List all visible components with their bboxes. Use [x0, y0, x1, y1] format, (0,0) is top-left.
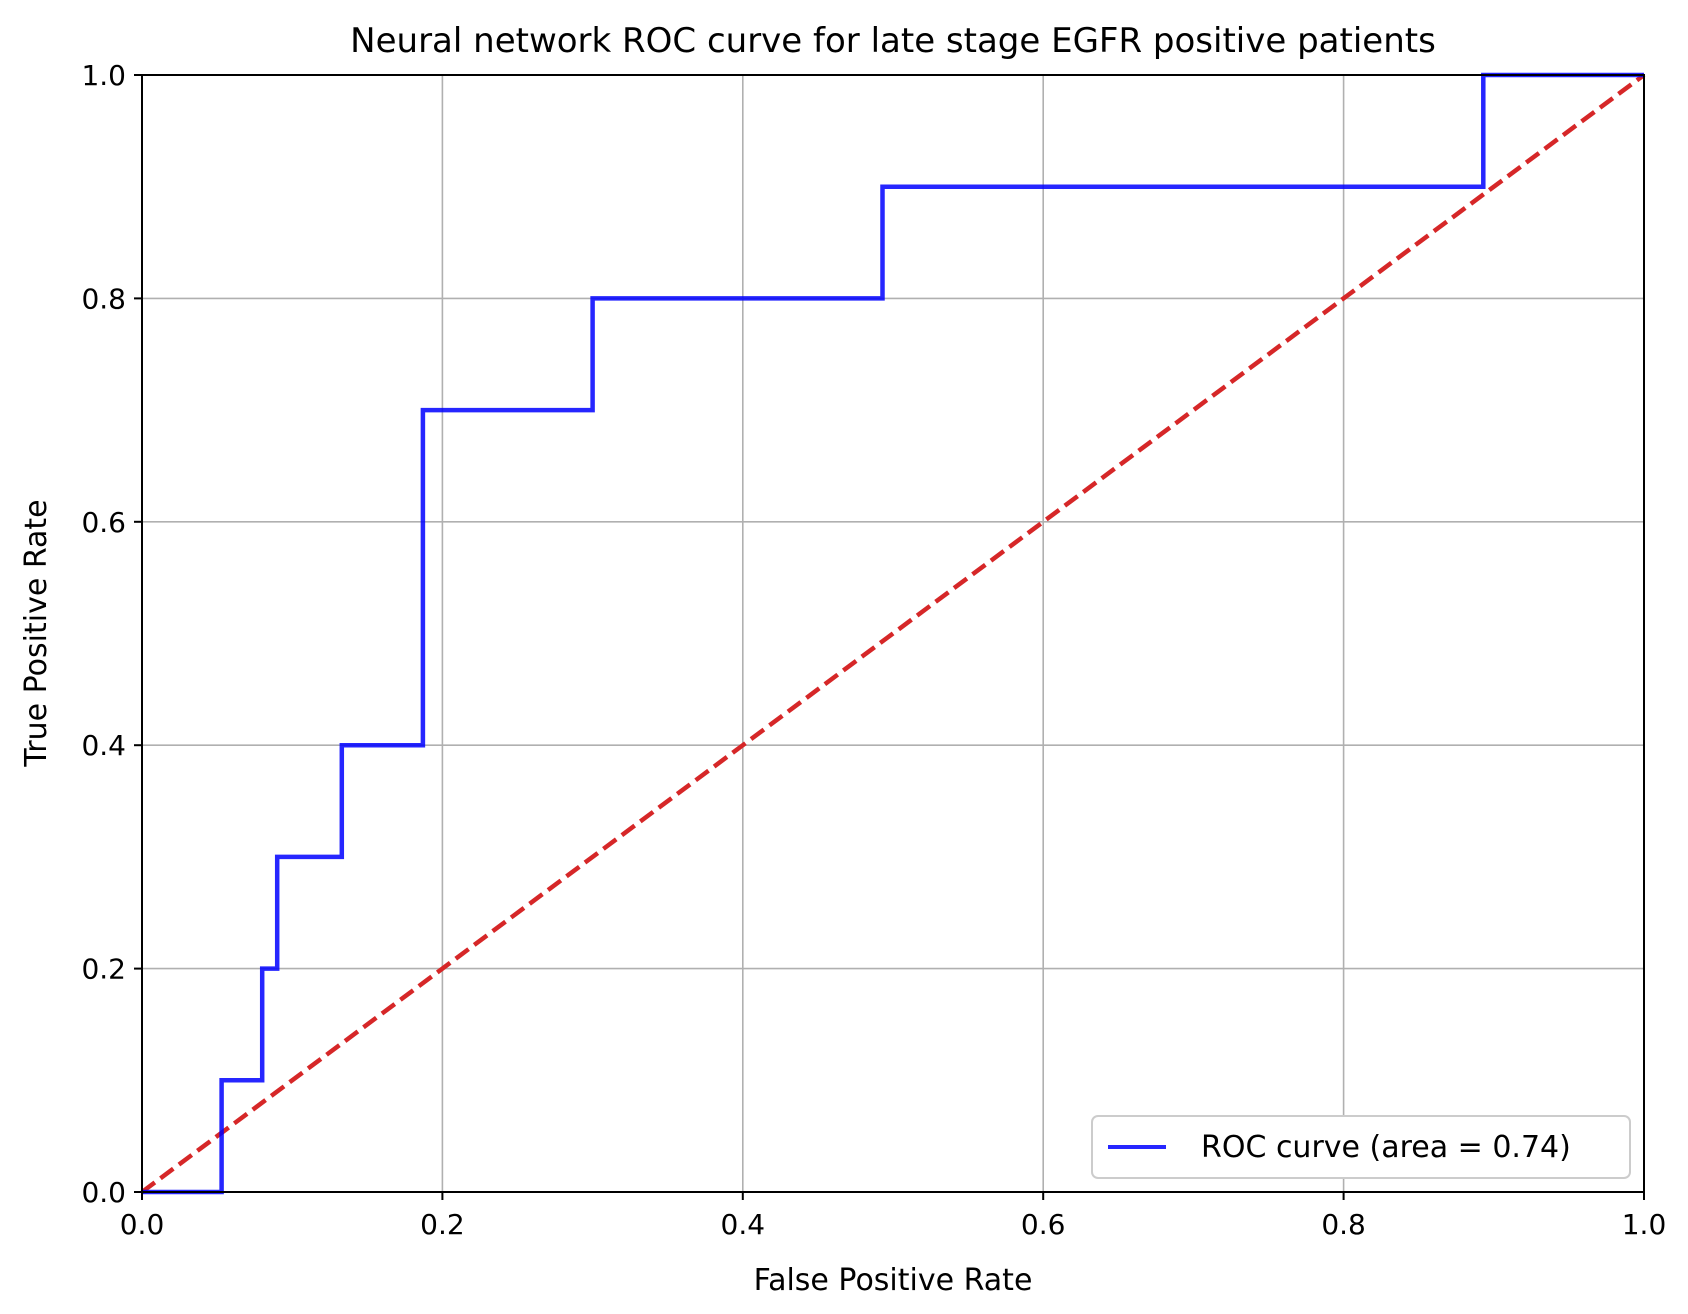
x-tick-label-1: 0.2: [420, 1208, 465, 1241]
roc-curve-line-0: [142, 72, 1644, 1195]
y-tick-label-3: 0.6: [81, 506, 126, 539]
series-layer: [142, 72, 1644, 1195]
x-tick-label-4: 0.8: [1321, 1208, 1366, 1241]
y-tick-label-4: 0.8: [81, 282, 126, 315]
y-tick-label-1: 0.2: [81, 953, 126, 986]
ticks-layer: 0.0 0.2 0.4 0.6 0.8 1.0 0.0 0.2 0.4 0.6 0.8 1.0: [81, 59, 1666, 1241]
reference-layer: [140, 73, 1646, 1194]
y-tick-label-2: 0.4: [81, 729, 126, 762]
plot-frame: [141, 74, 1645, 1193]
legend-label: ROC curve (area = 0.74): [1201, 1130, 1571, 1165]
x-axis-label: False Positive Rate: [754, 1263, 1033, 1298]
y-axis-label: True Positive Rate: [19, 499, 54, 767]
y-tick-label-5: 1.0: [81, 59, 126, 92]
x-tick-label-0: 0.0: [120, 1208, 165, 1241]
x-tick-label-5: 1.0: [1622, 1208, 1667, 1241]
legend: ROC curve (area = 0.74): [1091, 1115, 1631, 1179]
chart-title: Neural network ROC curve for late stage …: [350, 21, 1436, 61]
diagonal-reference-line: [140, 73, 1646, 1194]
x-tick-label-3: 0.6: [1021, 1208, 1066, 1241]
y-tick-label-0: 0.0: [81, 1176, 126, 1209]
x-tick-label-2: 0.4: [721, 1208, 766, 1241]
legend-box: [1091, 1115, 1631, 1179]
